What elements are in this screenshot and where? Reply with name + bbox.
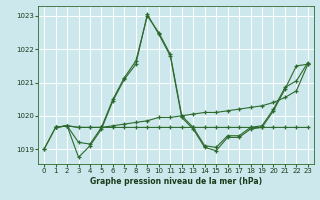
X-axis label: Graphe pression niveau de la mer (hPa): Graphe pression niveau de la mer (hPa) <box>90 177 262 186</box>
